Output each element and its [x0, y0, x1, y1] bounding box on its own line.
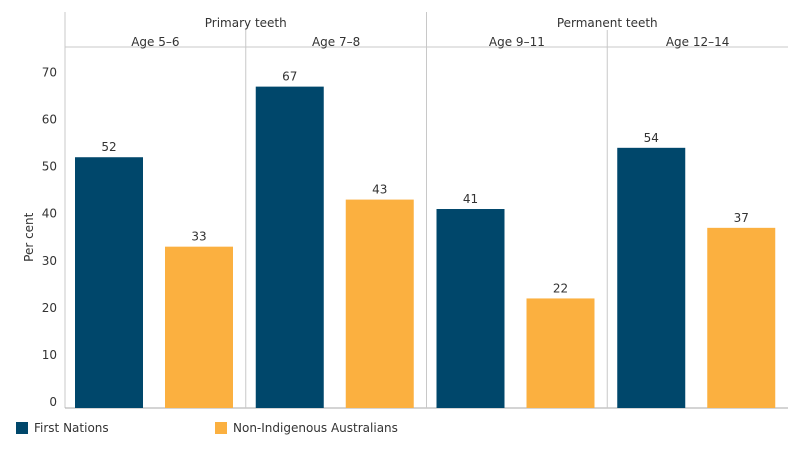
legend-item-non-indigenous: Non-Indigenous Australians — [215, 420, 398, 436]
legend-label-first-nations: First Nations — [34, 421, 109, 435]
bar-first-nations — [436, 209, 505, 408]
y-tick-label: 0 — [49, 395, 57, 409]
bar-value-label: 22 — [553, 281, 568, 295]
bar-first-nations — [617, 147, 686, 409]
group-label-1: Permanent teeth — [557, 16, 658, 30]
y-tick-label: 30 — [42, 254, 57, 268]
y-tick-label: 40 — [42, 207, 57, 221]
y-tick-label: 60 — [42, 113, 57, 127]
bar-value-label: 33 — [191, 230, 206, 244]
legend-item-first-nations: First Nations — [16, 420, 109, 436]
bar-value-label: 41 — [463, 192, 478, 206]
bar-first-nations — [255, 86, 324, 408]
bar-non-indigenous — [526, 298, 595, 408]
category-label-3: Age 12–14 — [666, 35, 730, 49]
y-tick-label: 70 — [42, 66, 57, 80]
bar-value-label: 67 — [282, 70, 297, 84]
category-label-0: Age 5–6 — [131, 35, 179, 49]
group-label-0: Primary teeth — [205, 16, 287, 30]
category-label-2: Age 9–11 — [489, 35, 545, 49]
y-tick-label: 50 — [42, 160, 57, 174]
bar-value-label: 43 — [372, 183, 387, 197]
legend-label-non-indigenous: Non-Indigenous Australians — [233, 421, 398, 435]
bar-non-indigenous — [165, 246, 233, 408]
y-tick-label: 20 — [42, 301, 57, 315]
bar-non-indigenous — [345, 199, 414, 408]
legend-swatch-non-indigenous — [215, 422, 227, 434]
bar-value-label: 52 — [101, 140, 116, 154]
bar-first-nations — [75, 157, 143, 408]
bar-non-indigenous — [707, 227, 776, 408]
legend-swatch-first-nations — [16, 422, 28, 434]
bar-value-label: 37 — [734, 211, 749, 225]
bar-value-label: 54 — [644, 131, 659, 145]
category-label-1: Age 7–8 — [312, 35, 360, 49]
y-axis-label: Per cent — [22, 212, 36, 262]
y-tick-label: 10 — [42, 348, 57, 362]
